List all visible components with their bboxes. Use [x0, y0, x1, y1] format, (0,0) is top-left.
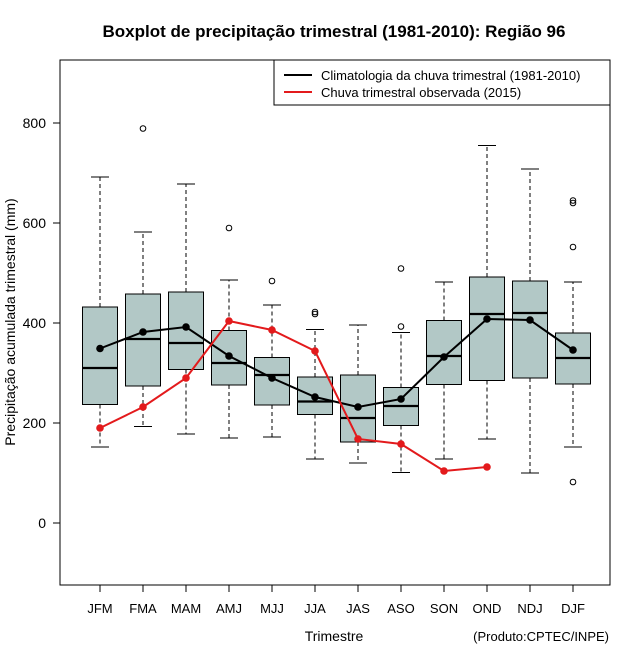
x-axis: JFM FMA MAM AMJ MJJ JJA JAS ASO SON OND NDJ DJF — [87, 585, 585, 616]
box-body — [426, 320, 462, 385]
boxes-layer — [82, 125, 591, 486]
outlier-point — [569, 243, 577, 251]
x-tick-label: MAM — [171, 601, 201, 616]
x-axis-label: Trimestre — [305, 628, 364, 644]
outlier-point — [311, 310, 319, 318]
x-tick-label: MJJ — [260, 601, 284, 616]
series-point — [182, 374, 190, 382]
outlier-point — [311, 308, 319, 316]
series-observed — [96, 317, 491, 475]
outlier-point — [225, 224, 233, 232]
outlier-point — [397, 323, 405, 330]
series-point — [96, 424, 104, 432]
box-jas — [340, 324, 376, 464]
x-tick-label: JAS — [346, 601, 370, 616]
series-point — [268, 326, 276, 334]
box-mjj — [254, 277, 290, 438]
series-point — [397, 395, 405, 403]
x-tick-label: SON — [430, 601, 458, 616]
series-point — [354, 403, 362, 411]
x-tick-label: JFM — [87, 601, 112, 616]
x-tick-label: AMJ — [216, 601, 242, 616]
series-point — [483, 463, 491, 471]
box-body — [82, 306, 118, 405]
box-son — [426, 281, 462, 460]
series-point — [397, 440, 405, 448]
series-point — [569, 346, 577, 354]
box-jfm — [82, 176, 118, 448]
legend-label-climatology: Climatologia da chuva trimestral (1981-2… — [321, 68, 580, 83]
outlier-point — [569, 478, 577, 486]
y-tick-label: 800 — [23, 115, 47, 131]
series-point — [139, 328, 147, 336]
series-point — [268, 374, 276, 382]
x-tick-label: NDJ — [517, 601, 542, 616]
outlier-point — [569, 199, 577, 207]
box-jja — [297, 308, 333, 460]
x-tick-label: FMA — [129, 601, 157, 616]
series-climatology — [96, 315, 577, 411]
series-point — [96, 344, 104, 353]
series-point — [483, 315, 491, 323]
box-ond — [469, 145, 505, 440]
series-point — [225, 352, 233, 360]
box-body — [340, 374, 376, 443]
series-point — [354, 435, 362, 443]
box-mam — [168, 183, 204, 435]
legend: Climatologia da chuva trimestral (1981-2… — [273, 59, 611, 106]
chart-title: Boxplot de precipitação trimestral (1981… — [103, 22, 566, 41]
series-point — [440, 353, 448, 361]
series-point — [526, 316, 534, 324]
box-amj — [211, 224, 247, 439]
box-ndj — [512, 168, 548, 474]
outlier-point — [139, 125, 147, 132]
y-tick-label: 400 — [23, 315, 47, 331]
credit-text: (Produto:CPTEC/INPE) — [473, 629, 609, 644]
series-point — [311, 393, 319, 401]
x-tick-label: JJA — [304, 601, 326, 616]
y-tick-label: 600 — [23, 215, 47, 231]
y-axis-label: Precipitação acumulada trimestral (mm) — [2, 198, 18, 445]
box-body — [512, 280, 548, 379]
box-aso — [383, 265, 419, 473]
series-point — [225, 317, 233, 325]
outlier-point — [268, 277, 276, 285]
series-line — [99, 319, 488, 473]
legend-box — [273, 59, 611, 106]
series-line — [99, 317, 574, 409]
y-tick-label: 200 — [23, 415, 47, 431]
y-axis: 0 200 400 600 800 — [23, 115, 60, 531]
outlier-point — [569, 197, 577, 204]
x-tick-label: OND — [473, 601, 502, 616]
outlier-point — [397, 265, 405, 272]
series-point — [182, 323, 190, 331]
series-point — [311, 347, 319, 355]
series-point — [139, 403, 147, 411]
box-fma — [125, 125, 161, 427]
series-layer — [96, 315, 577, 475]
x-tick-label: ASO — [387, 601, 414, 616]
series-point — [440, 467, 448, 475]
legend-label-observed: Chuva trimestral observada (2015) — [321, 85, 521, 100]
x-tick-label: DJF — [561, 601, 585, 616]
y-tick-label: 0 — [38, 515, 46, 531]
